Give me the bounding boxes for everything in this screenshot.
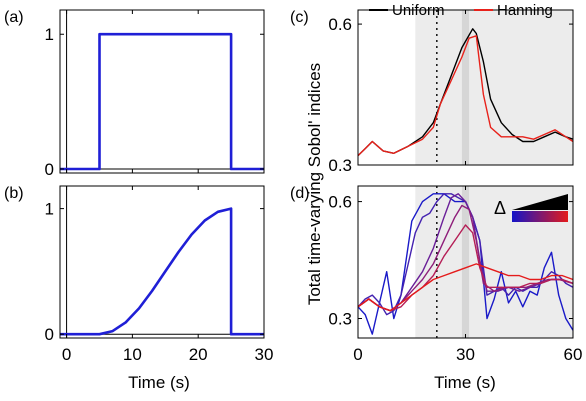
panel-label-b: (b) xyxy=(4,185,24,202)
y-tick-label: 0.3 xyxy=(328,310,352,329)
series-line-d-4 xyxy=(357,224,574,312)
y-tick-label: 0 xyxy=(45,325,54,344)
delta-wedge xyxy=(512,194,568,210)
x-tick-label: 30 xyxy=(255,345,274,364)
x-tick-label: 10 xyxy=(123,345,142,364)
legend: Uniform Hanning xyxy=(369,2,553,19)
x-tick-label: 60 xyxy=(564,345,583,364)
series-line-a-0 xyxy=(60,32,264,171)
legend-label-uniform: Uniform xyxy=(392,2,445,19)
legend-label-hanning: Hanning xyxy=(497,2,553,19)
x-tick-label: 0 xyxy=(353,345,362,364)
axes-frame xyxy=(59,9,265,174)
panel-c: 0.3 0.6 xyxy=(328,9,574,175)
darker-band xyxy=(461,10,470,165)
x-tick-label: 20 xyxy=(189,345,208,364)
darker-band xyxy=(461,186,470,338)
panel-label-c: (c) xyxy=(290,9,309,26)
panel-label-d: (d) xyxy=(290,185,310,202)
axes-frame xyxy=(59,185,265,339)
series-line-c-1 xyxy=(357,35,574,157)
y-tick-label: 1 xyxy=(45,25,54,44)
right-y-axis-title: Total time-varying Sobol' indices xyxy=(305,63,324,305)
delta-colorbar: Δ xyxy=(494,194,568,222)
y-tick-label: 0.6 xyxy=(328,193,352,212)
colorbar-gradient xyxy=(512,211,568,222)
x-tick-label: 0 xyxy=(62,345,71,364)
left-x-axis-title: Time (s) xyxy=(128,373,190,392)
series-line-b-0 xyxy=(60,207,264,336)
x-tick-label: 30 xyxy=(456,345,475,364)
series-line-d-5 xyxy=(357,263,574,312)
y-tick-label: 0.3 xyxy=(328,156,352,175)
panel-label-a: (a) xyxy=(4,9,24,26)
right-x-axis-title: Time (s) xyxy=(434,373,496,392)
y-tick-label: 0 xyxy=(45,160,54,179)
y-tick-label: 0.6 xyxy=(328,15,352,34)
panel-b: 0 10 20 30 0 1 xyxy=(45,185,274,364)
y-tick-label: 1 xyxy=(45,200,54,219)
shaded-band xyxy=(415,10,573,165)
delta-symbol: Δ xyxy=(494,198,506,218)
panel-a: 01 xyxy=(45,9,265,179)
